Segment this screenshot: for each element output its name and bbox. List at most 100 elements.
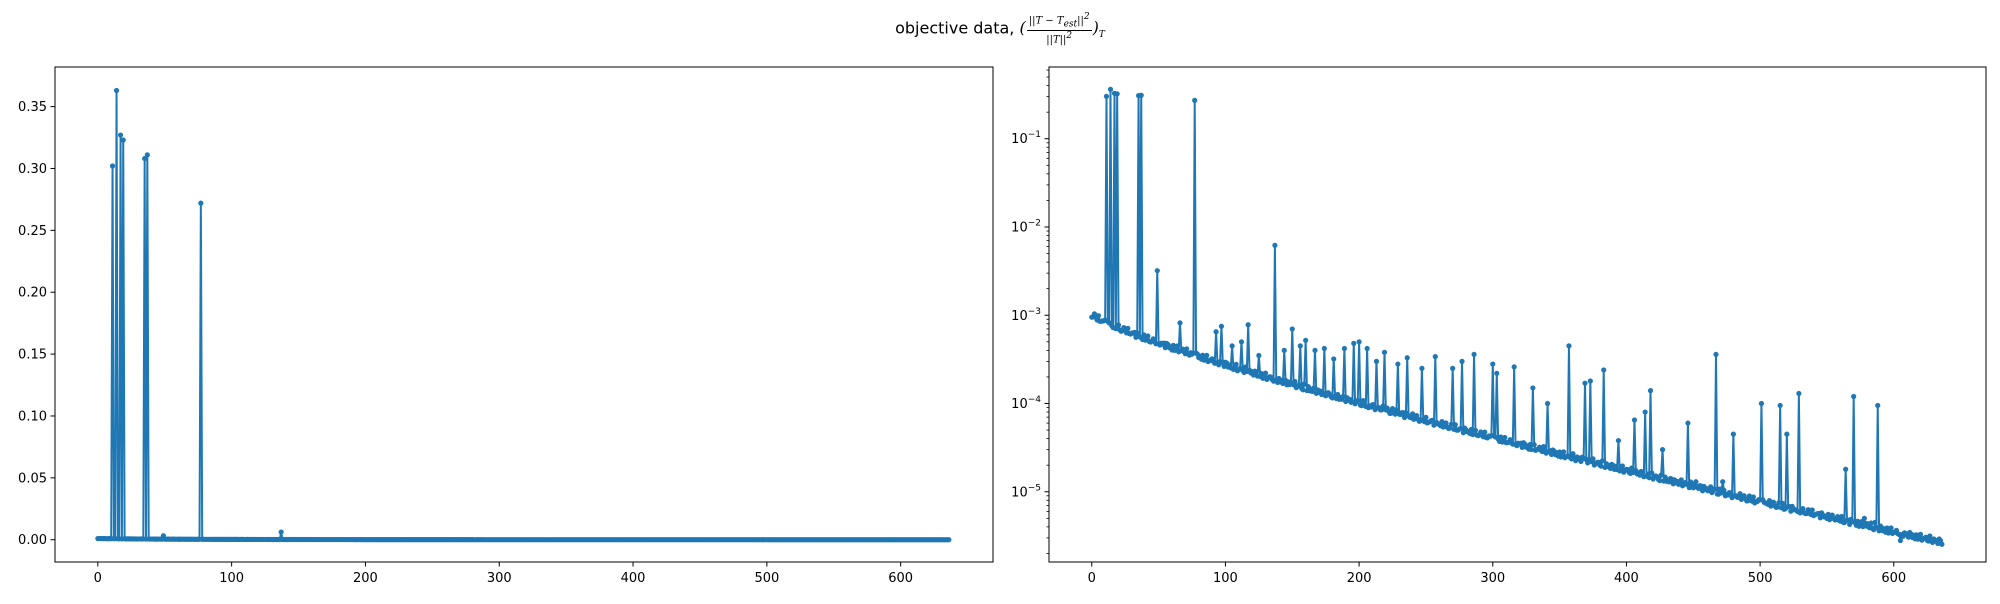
data-point <box>1256 352 1262 359</box>
data-point <box>1800 506 1806 512</box>
data-point <box>1649 470 1655 476</box>
data-point <box>1430 417 1436 423</box>
data-point <box>1780 500 1786 507</box>
data-point <box>1599 458 1605 464</box>
data-point <box>946 537 952 543</box>
data-point <box>1229 343 1235 349</box>
data-point <box>1590 456 1596 462</box>
data-point <box>1432 354 1438 360</box>
y-tick-label: 0.00 <box>18 533 47 548</box>
data-point <box>1373 358 1380 364</box>
data-point <box>1468 426 1474 432</box>
figure-title-text: objective data, <box>895 18 1015 38</box>
data-point <box>1452 422 1458 428</box>
data-point <box>1458 425 1464 432</box>
data-point <box>1784 431 1790 437</box>
data-point <box>1297 343 1303 349</box>
data-point <box>1341 345 1347 352</box>
data-point <box>1659 447 1666 453</box>
formula-numerator-sub: est <box>1063 19 1078 30</box>
data-point <box>1619 463 1626 469</box>
data-point <box>1114 91 1120 97</box>
data-point <box>1587 378 1593 384</box>
y-tick-label: 10−5 <box>1011 483 1041 500</box>
data-point <box>1868 520 1874 526</box>
data-point <box>1658 472 1664 478</box>
x-tick-label: 0 <box>94 571 102 586</box>
data-point <box>1728 490 1734 496</box>
y-tick-label: 10−1 <box>1011 130 1041 147</box>
data-point <box>1939 541 1945 547</box>
y-tick-label: 10−4 <box>1011 395 1041 412</box>
data-point <box>1281 347 1287 353</box>
data-point <box>1253 369 1259 375</box>
axes-frame <box>1048 66 1987 563</box>
y-tick-label: 0.20 <box>18 286 47 301</box>
x-tick-label: 400 <box>621 571 646 586</box>
data-point <box>1459 358 1465 364</box>
data-point <box>1292 378 1298 385</box>
data-point <box>1242 364 1249 370</box>
data-point <box>1490 361 1496 367</box>
data-point <box>1192 97 1198 103</box>
data-point <box>1528 446 1535 453</box>
x-tick-label: 500 <box>754 571 779 586</box>
data-point <box>1717 486 1723 492</box>
series-line <box>97 89 949 541</box>
data-point <box>1774 504 1781 510</box>
data-point <box>1419 365 1425 371</box>
plot-area <box>95 87 952 543</box>
data-point <box>1184 346 1190 352</box>
y-tick-label: 10−2 <box>1011 218 1041 235</box>
data-point <box>1582 380 1588 386</box>
data-point <box>1897 537 1904 544</box>
data-point <box>1888 525 1894 531</box>
data-point <box>1861 515 1867 521</box>
data-point <box>1872 519 1878 525</box>
data-point <box>1443 420 1449 426</box>
data-point <box>1470 431 1476 438</box>
formula-denominator-sup: 2 <box>1066 31 1073 42</box>
data-point <box>113 87 120 94</box>
data-point <box>1720 479 1726 485</box>
data-point <box>1177 320 1183 326</box>
data-point <box>1381 349 1388 355</box>
data-point <box>1238 339 1245 345</box>
data-point <box>1138 92 1144 98</box>
data-point <box>1113 326 1119 332</box>
data-point <box>1213 329 1219 335</box>
data-point <box>142 155 148 162</box>
data-point <box>1392 411 1398 417</box>
data-point <box>1540 443 1547 450</box>
formula-denominator: ||T|| <box>1046 34 1067 46</box>
data-point <box>1355 397 1361 404</box>
data-point <box>1393 407 1400 413</box>
data-point <box>1115 322 1122 328</box>
x-tick-label: 500 <box>1748 571 1773 586</box>
y-tick-label: 0.10 <box>18 409 47 424</box>
data-point <box>1657 478 1663 484</box>
x-tick-label: 0 <box>1088 571 1096 586</box>
data-point <box>1331 356 1337 362</box>
data-point <box>1272 242 1278 248</box>
figure-title-formula: (||T − Test||2 ||T||2)T <box>1019 12 1105 46</box>
data-point <box>1364 345 1370 352</box>
data-point <box>1917 531 1924 537</box>
data-point <box>1311 385 1317 391</box>
data-point <box>1843 466 1849 472</box>
data-point <box>1134 330 1140 336</box>
data-point <box>120 137 126 143</box>
data-point <box>1690 485 1696 491</box>
chart-panel-1: 0.00 0.05 0.10 0.15 0.20 0.25 0.30 0.35 0 100 200 3… <box>18 66 994 586</box>
formula-outer-sub: T <box>1098 30 1105 41</box>
data-point <box>1103 93 1110 99</box>
data-point <box>1312 347 1318 353</box>
x-tick-label: 300 <box>1480 571 1505 586</box>
data-point <box>1809 507 1815 513</box>
data-point <box>1356 339 1362 345</box>
x-tick-label: 200 <box>353 571 378 586</box>
data-point <box>1530 385 1536 391</box>
data-point <box>1629 465 1635 471</box>
